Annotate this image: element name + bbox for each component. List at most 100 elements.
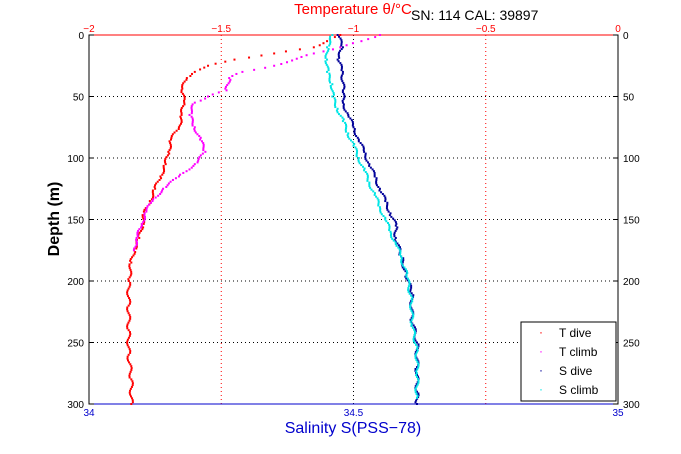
data-point xyxy=(417,379,420,382)
data-point xyxy=(331,90,334,93)
data-point xyxy=(127,336,130,339)
data-point xyxy=(204,97,207,100)
data-point xyxy=(181,92,184,95)
data-point xyxy=(409,290,412,293)
data-point xyxy=(162,171,165,174)
data-point xyxy=(347,115,350,118)
data-point xyxy=(416,383,419,386)
data-point xyxy=(185,170,188,173)
data-point xyxy=(392,217,395,220)
data-point xyxy=(151,200,154,203)
data-point xyxy=(417,364,420,367)
data-point xyxy=(127,329,130,332)
data-point xyxy=(342,98,345,101)
data-point xyxy=(385,207,388,210)
data-point xyxy=(202,147,205,150)
data-point xyxy=(126,308,129,311)
data-point xyxy=(135,247,138,250)
data-point xyxy=(415,366,418,369)
data-point xyxy=(183,101,186,104)
data-point xyxy=(126,325,129,328)
data-point xyxy=(163,159,166,162)
data-point xyxy=(334,102,337,105)
data-point xyxy=(129,258,132,261)
data-point xyxy=(152,194,155,197)
data-point xyxy=(363,150,366,153)
data-point xyxy=(129,370,132,373)
data-point xyxy=(362,149,365,152)
data-point xyxy=(351,42,354,45)
data-point xyxy=(126,291,129,294)
y-tick-label: 200 xyxy=(623,277,640,288)
data-point xyxy=(233,58,236,61)
data-point xyxy=(127,304,130,307)
data-point xyxy=(226,84,229,87)
data-point xyxy=(389,234,392,237)
data-point xyxy=(400,260,403,263)
y-tick-label: 250 xyxy=(67,339,84,350)
data-point xyxy=(160,191,163,194)
data-point xyxy=(415,399,418,402)
data-point xyxy=(366,172,369,175)
data-point xyxy=(377,204,380,207)
data-point xyxy=(411,309,414,312)
data-point xyxy=(127,353,130,356)
data-point xyxy=(273,64,276,67)
legend-marker: · xyxy=(539,363,543,377)
data-point xyxy=(337,60,340,63)
data-point xyxy=(130,395,133,398)
data-point xyxy=(375,178,378,181)
data-point xyxy=(415,383,418,386)
data-point xyxy=(402,257,405,260)
data-point xyxy=(342,81,345,84)
data-point xyxy=(181,87,184,90)
data-point xyxy=(181,85,184,88)
data-point xyxy=(204,150,207,153)
data-point xyxy=(191,120,194,123)
data-point xyxy=(363,169,366,172)
data-point xyxy=(353,131,356,134)
data-point xyxy=(337,55,340,58)
data-point xyxy=(379,209,382,212)
data-point xyxy=(343,94,346,97)
data-point xyxy=(417,392,420,395)
data-point xyxy=(410,309,413,312)
data-point xyxy=(364,157,367,160)
data-point xyxy=(183,103,186,106)
data-point xyxy=(347,113,350,116)
data-point xyxy=(362,147,365,150)
data-point xyxy=(394,224,397,227)
data-point xyxy=(126,306,129,309)
data-point xyxy=(165,185,168,188)
data-point xyxy=(416,368,419,371)
data-point xyxy=(128,391,131,394)
data-point xyxy=(412,324,415,327)
data-point xyxy=(130,378,133,381)
data-point xyxy=(363,167,366,170)
data-point xyxy=(161,189,164,192)
data-point xyxy=(343,83,346,86)
data-point xyxy=(300,55,303,58)
data-point xyxy=(400,259,403,262)
data-point xyxy=(128,302,131,305)
data-point xyxy=(352,122,355,125)
data-point xyxy=(395,244,398,247)
data-point xyxy=(129,393,132,396)
data-point xyxy=(331,83,334,86)
data-point xyxy=(331,48,334,51)
data-point xyxy=(415,390,418,393)
data-point xyxy=(180,117,183,120)
data-point xyxy=(165,156,168,159)
data-point xyxy=(169,138,172,141)
data-point xyxy=(188,168,191,171)
data-point xyxy=(140,226,143,229)
data-point xyxy=(190,108,193,111)
data-point xyxy=(169,142,172,145)
data-point xyxy=(129,281,132,284)
data-point xyxy=(380,191,383,194)
data-point xyxy=(410,299,413,302)
data-point xyxy=(162,187,165,190)
data-point xyxy=(327,48,330,51)
y-axis-title: Depth (m) xyxy=(46,182,63,257)
